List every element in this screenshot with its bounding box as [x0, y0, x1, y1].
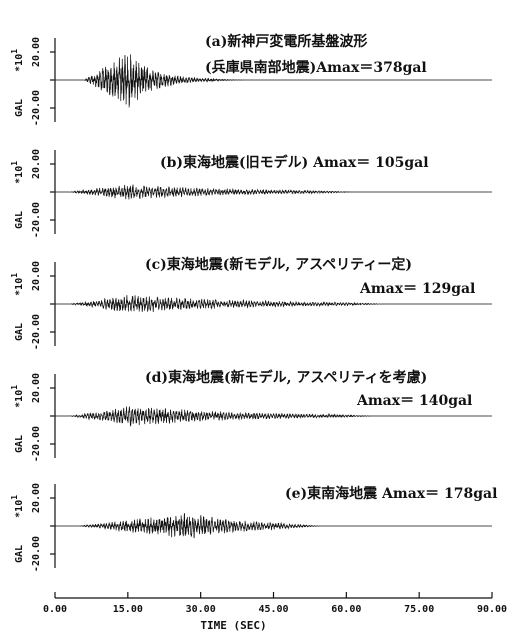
x-tick-label: 0.00 [43, 604, 67, 615]
annotation-d: (d)東海地震(新モデル, アスペリティを考慮) [145, 369, 427, 386]
y-tick-label-top-b: 20.00 [31, 149, 42, 179]
x-tick-label: 90.00 [477, 604, 507, 615]
y-multiplier-c: *101 [10, 273, 25, 296]
y-tick-label-bottom-d: -20.00 [31, 426, 42, 462]
y-tick-label-top-d: 20.00 [31, 373, 42, 403]
annotation-e: (e)東南海地震 Amax＝ 178gal [285, 485, 497, 502]
annotation-a: (a)新神戸変電所基盤波形 [205, 33, 367, 50]
waveform-e [55, 513, 492, 539]
x-tick-label: 15.00 [113, 604, 143, 615]
y-tick-label-bottom-b: -20.00 [31, 202, 42, 238]
y-tick-label-bottom-a: -20.00 [31, 90, 42, 126]
waveform-c [55, 295, 492, 313]
annotation-b: (b)東海地震(旧モデル) Amax＝ 105gal [160, 154, 429, 171]
y-multiplier-e: *101 [10, 495, 25, 518]
y-multiplier-d: *101 [10, 385, 25, 408]
y-axis-label-b: GAL [14, 211, 25, 229]
annotation-c: Amax＝ 129gal [359, 281, 475, 297]
waveform-b [55, 184, 492, 200]
y-axis-label-c: GAL [14, 323, 25, 341]
waveform-d [55, 406, 492, 427]
x-tick-label: 75.00 [404, 604, 434, 615]
waveform-a [55, 54, 492, 108]
y-axis-label-d: GAL [14, 435, 25, 453]
y-tick-label-top-e: 20.00 [31, 483, 42, 513]
x-tick-label: 45.00 [258, 604, 288, 615]
x-tick-label: 60.00 [331, 604, 361, 615]
annotation-a: (兵庫県南部地震)Amax＝378gal [205, 59, 427, 76]
y-tick-label-top-c: 20.00 [31, 261, 42, 291]
y-axis-label-e: GAL [14, 545, 25, 563]
x-tick-label: 30.00 [186, 604, 216, 615]
y-tick-label-top-a: 20.00 [31, 37, 42, 67]
annotation-c: (c)東海地震(新モデル, アスペリティー定) [145, 256, 412, 273]
y-tick-label-bottom-c: -20.00 [31, 314, 42, 350]
x-axis-label: TIME (SEC) [200, 619, 266, 632]
y-multiplier-b: *101 [10, 161, 25, 184]
y-axis-label-a: GAL [14, 99, 25, 117]
y-tick-label-bottom-e: -20.00 [31, 536, 42, 572]
y-multiplier-a: *101 [10, 49, 25, 72]
annotation-d: Amax＝ 140gal [356, 393, 472, 409]
